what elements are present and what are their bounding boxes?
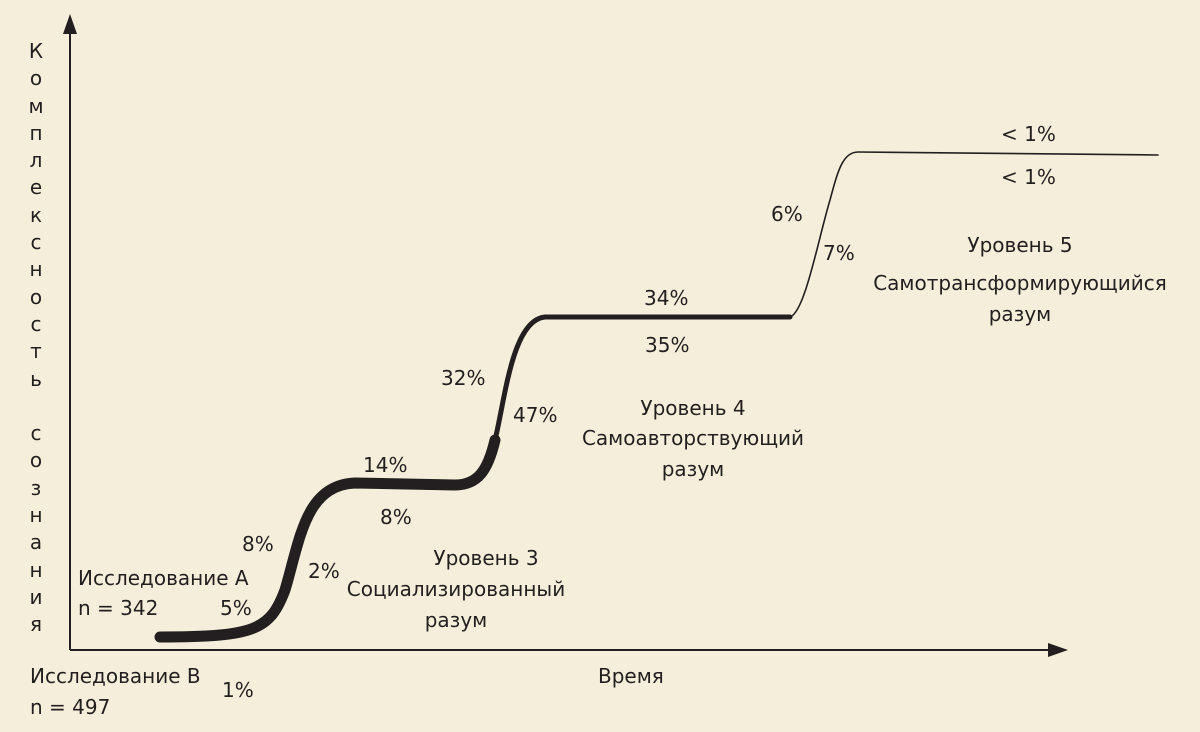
study-a-name: Исследование А <box>78 566 249 590</box>
y-axis-label-char: н <box>29 257 43 282</box>
pct-transition-4-5-upper: 6% <box>771 202 803 226</box>
pct-level-4-lower: 35% <box>645 333 690 357</box>
pct-transition-3-4-upper: 32% <box>441 366 486 390</box>
level-3-name-line2: разум <box>424 608 488 632</box>
x-axis-label: Время <box>598 664 664 688</box>
study-b-name: Исследование В <box>30 664 201 688</box>
y-axis-label-char: с <box>30 311 42 336</box>
pct-transition-2-3-lower: 2% <box>308 559 340 583</box>
y-axis-label-char: с <box>30 230 42 255</box>
pct-transition-2-3-upper: 8% <box>242 532 274 556</box>
level-3-title: Уровень 3 <box>433 546 539 570</box>
pct-level-5-upper: < 1% <box>1001 122 1056 146</box>
y-axis-label-char: м <box>28 93 44 118</box>
y-axis-label-char: о <box>29 66 43 91</box>
pct-level-2-study-a: 5% <box>220 596 252 620</box>
y-axis-label-char: ь <box>30 366 42 391</box>
y-axis-arrow-icon <box>63 14 77 34</box>
pct-transition-4-5-lower: 7% <box>823 241 855 265</box>
level-4-name-line1: Самоавторствующий <box>581 426 805 450</box>
y-axis-label-char: я <box>29 612 43 637</box>
y-axis-label-char: т <box>30 339 42 364</box>
y-axis-label-char: к <box>29 202 43 227</box>
curve-segment-level-4-5 <box>789 151 1159 318</box>
study-a-sample-size: n = 342 <box>78 596 159 620</box>
level-4-name-line2: разум <box>661 457 725 481</box>
y-axis-label-char: е <box>29 175 43 200</box>
y-axis-label-char: л <box>29 148 43 173</box>
level-5-name-line1: Самотрансформирующийся <box>873 271 1167 295</box>
level-3-name-line1: Социализированный <box>346 577 566 601</box>
y-axis-label-char: о <box>29 448 43 473</box>
level-5-title: Уровень 5 <box>967 233 1073 257</box>
y-axis-label-char: н <box>29 557 43 582</box>
pct-level-2-study-b: 1% <box>222 678 254 702</box>
y-axis-label-char: с <box>30 421 42 446</box>
y-axis-label-char: К <box>28 39 44 63</box>
study-b-sample-size: n = 497 <box>30 695 111 719</box>
pct-level-5-lower: < 1% <box>1001 165 1056 189</box>
curve-segment-level-2-3 <box>154 434 501 643</box>
pct-level-3-lower: 8% <box>380 505 412 529</box>
y-axis-label-char: з <box>30 475 42 500</box>
y-axis-label-char: о <box>29 284 43 309</box>
level-4-title: Уровень 4 <box>640 396 746 420</box>
pct-level-4-upper: 34% <box>644 286 689 310</box>
y-axis-label-char: н <box>29 503 43 528</box>
y-axis-label-char <box>24 393 48 420</box>
y-axis-label-char: а <box>29 530 43 555</box>
y-axis-label-char: и <box>29 584 43 609</box>
y-axis-label-char: п <box>29 120 43 145</box>
pct-level-3-upper: 14% <box>363 453 408 477</box>
curve-segment-level-3-4 <box>492 314 793 443</box>
pct-transition-3-4-lower: 47% <box>513 403 558 427</box>
level-5-name-line2: разум <box>988 302 1052 326</box>
x-axis-arrow-icon <box>1048 643 1068 657</box>
